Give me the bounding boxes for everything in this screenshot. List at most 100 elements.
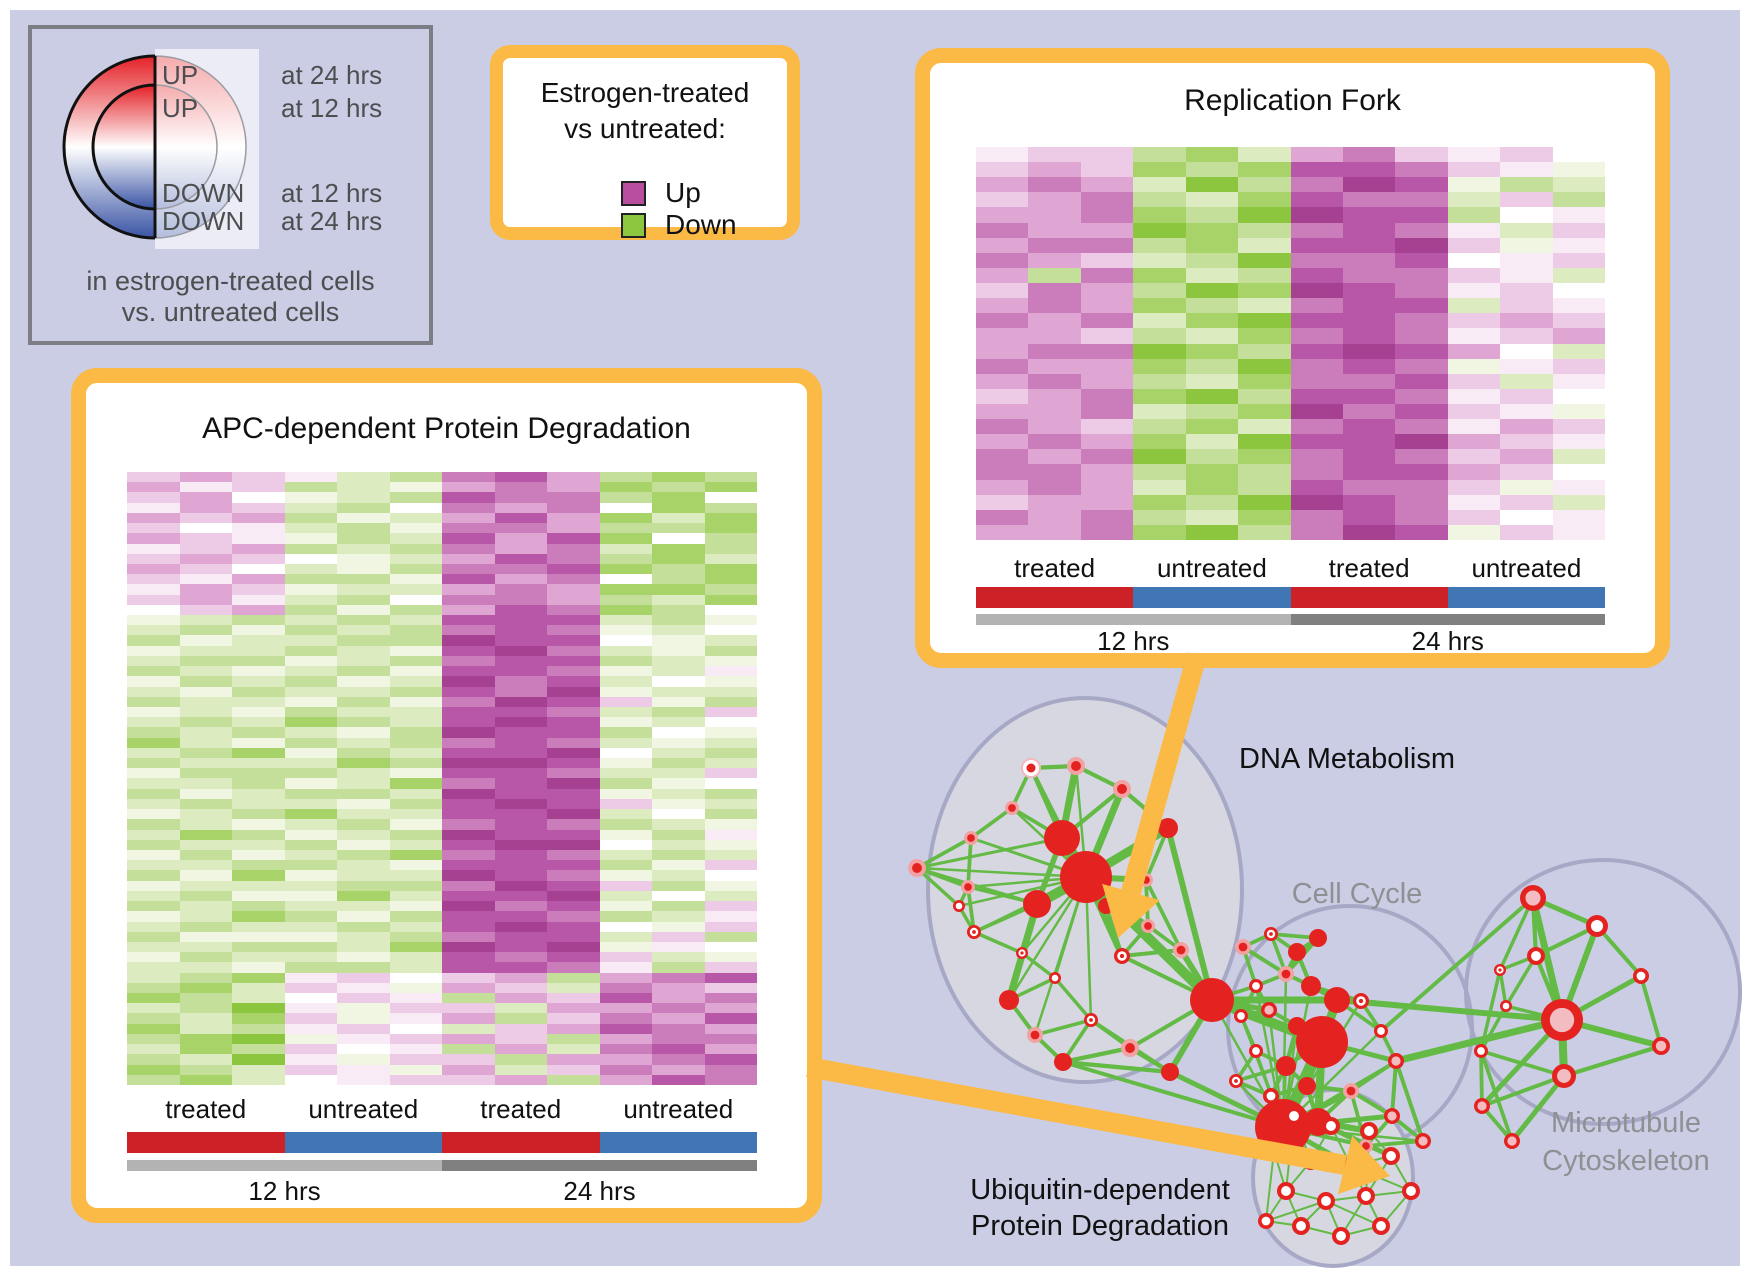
heatmap-cell <box>1552 358 1605 374</box>
heatmap-cell <box>232 1033 285 1045</box>
heatmap-cell <box>1552 298 1605 314</box>
heatmap-cell <box>547 502 600 513</box>
heatmap-cell <box>232 717 285 728</box>
heatmap-cell <box>1342 479 1396 495</box>
heatmap-cell <box>442 1023 495 1034</box>
heatmap-cell <box>1552 343 1605 359</box>
heatmap-cell <box>442 512 495 524</box>
heatmap-cell <box>127 931 180 942</box>
network-edge <box>1061 1060 1285 1129</box>
heatmap-cell <box>704 972 757 983</box>
heatmap-cell <box>652 982 705 994</box>
network-node <box>1586 915 1608 937</box>
heatmap-cell <box>1028 283 1081 299</box>
heatmap-cell <box>179 604 232 616</box>
heatmap-cell <box>599 1044 652 1055</box>
heatmap-cell <box>494 972 547 983</box>
heatmap-cell <box>976 192 1029 208</box>
heatmap-cell <box>652 676 705 687</box>
heatmap-cell <box>1500 328 1553 344</box>
heatmap-cell <box>652 574 705 585</box>
heatmap-cell <box>1028 252 1081 268</box>
heatmap-cell <box>599 563 652 575</box>
direction-label: UP <box>162 93 199 123</box>
network-node <box>1264 927 1278 941</box>
heatmap-cell <box>494 706 547 718</box>
heatmap-cell <box>1500 192 1553 208</box>
heatmap-cell <box>1080 222 1134 238</box>
heatmap-cell <box>1238 434 1291 450</box>
heatmap-cell <box>1552 267 1605 284</box>
heatmap-cell <box>652 768 705 779</box>
heatmap-cell <box>1133 222 1186 238</box>
network-node <box>1388 1053 1404 1069</box>
heatmap-cell <box>127 686 180 697</box>
heatmap-cell <box>1238 494 1291 510</box>
heatmap-cell <box>547 809 600 820</box>
heatmap-cell <box>1500 222 1553 238</box>
dna-metabolism-label-line: DNA Metabolism <box>1239 743 1455 775</box>
network-edge <box>1394 1059 1425 1143</box>
heatmap-cell <box>232 472 285 483</box>
heatmap-cell <box>1290 192 1343 208</box>
heatmap-cell <box>547 717 600 728</box>
timepoint-label: 24 hrs <box>563 1176 636 1206</box>
timepoint-label: 12 hrs <box>248 1176 321 1206</box>
heatmap-cell <box>599 696 652 707</box>
heatmap-cell <box>652 1044 705 1055</box>
heatmap-cell <box>127 747 180 759</box>
heatmap-cell <box>547 594 600 605</box>
heatmap-cell <box>179 1023 232 1034</box>
heatmap-cell <box>1395 147 1448 163</box>
heatmap-cell <box>599 1064 652 1075</box>
heatmap-cell <box>232 911 285 922</box>
heatmap-cell <box>179 553 232 564</box>
heatmap-cell <box>337 666 390 677</box>
network-edge <box>1241 945 1288 976</box>
heatmap-cell <box>389 788 442 799</box>
heatmap-cell <box>652 809 705 820</box>
caption-line-1: in estrogen-treated cells <box>86 266 375 296</box>
heatmap-cell <box>442 747 495 759</box>
heatmap-cell <box>1395 419 1448 435</box>
heatmap-cell <box>1028 222 1081 238</box>
heatmap-cell <box>389 686 442 697</box>
heatmap-cell <box>1395 267 1448 284</box>
heatmap-cell <box>1342 298 1396 314</box>
heatmap-cell <box>652 1023 705 1034</box>
heatmap-cell <box>494 952 547 963</box>
network-node <box>1249 1044 1263 1058</box>
heatmap-cell <box>704 563 757 575</box>
heatmap-cell <box>494 482 547 493</box>
network-node <box>1190 978 1234 1022</box>
heatmap-cell <box>337 686 390 697</box>
heatmap-cell <box>284 655 337 667</box>
heatmap-cell <box>652 870 705 881</box>
heatmap-cell <box>1238 147 1291 163</box>
heatmap-cell <box>652 645 705 656</box>
heatmap-cell <box>494 911 547 922</box>
heatmap-cell <box>179 880 232 891</box>
heatmap-cell <box>284 625 337 636</box>
treated-bar <box>127 1132 285 1153</box>
heatmap-cell <box>652 706 705 718</box>
heatmap-cell <box>337 798 390 810</box>
network-node <box>1258 1213 1274 1229</box>
heatmap-cell <box>599 747 652 759</box>
heatmap-cell <box>284 482 337 493</box>
heatmap-cell <box>179 737 232 748</box>
heatmap-cell <box>599 686 652 697</box>
heatmap-cell <box>494 615 547 626</box>
microtubule-label-line: Microtubule <box>1551 1107 1701 1139</box>
heatmap-cell <box>494 931 547 942</box>
heatmap-cell <box>1395 162 1448 178</box>
heatmap-cell <box>1290 252 1343 268</box>
heatmap-cell <box>179 901 232 912</box>
heatmap-cell <box>179 523 232 534</box>
heatmap-cell <box>1028 237 1081 253</box>
heatmap-cell <box>284 850 337 861</box>
heatmap-cell <box>976 237 1029 253</box>
heatmap-cell <box>127 604 180 616</box>
heatmap-cell <box>1447 464 1501 480</box>
heatmap-cell <box>976 373 1029 389</box>
